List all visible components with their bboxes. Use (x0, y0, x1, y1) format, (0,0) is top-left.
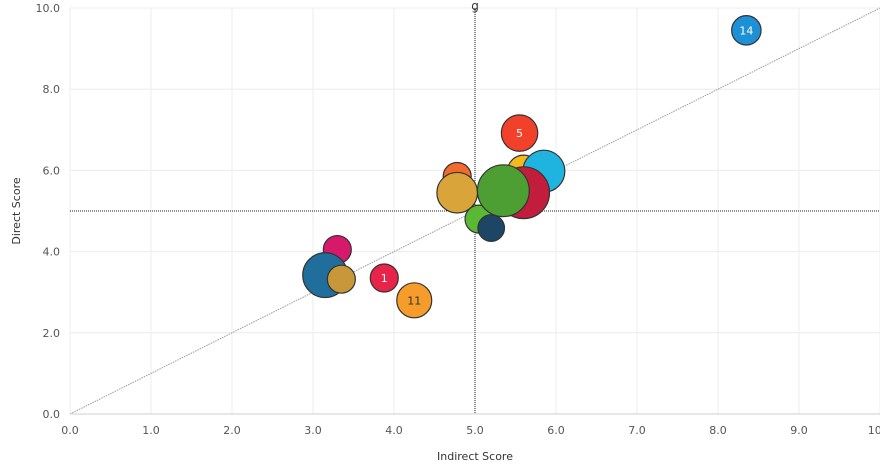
bubble-marker[interactable] (477, 165, 529, 217)
chart-title: g (471, 0, 479, 13)
y-tick-label: 4.0 (43, 246, 61, 259)
y-tick-label: 10.0 (36, 2, 61, 15)
x-tick-label: 2.0 (223, 424, 241, 437)
data-point[interactable] (478, 215, 505, 242)
x-tick-label: 7.0 (628, 424, 646, 437)
x-tick-label: 1.0 (142, 424, 160, 437)
bubble-marker[interactable] (327, 265, 355, 293)
data-point[interactable]: 1 (370, 264, 398, 292)
y-tick-label: 0.0 (43, 408, 61, 421)
x-axis-title: Indirect Score (437, 450, 513, 463)
x-tick-label: 3.0 (304, 424, 322, 437)
x-tick-label: 8.0 (709, 424, 727, 437)
x-tick-label: 9.0 (790, 424, 808, 437)
x-tick-label: 6.0 (547, 424, 565, 437)
bubble-label: 1 (381, 272, 388, 285)
y-tick-label: 8.0 (43, 83, 61, 96)
data-point[interactable]: 11 (397, 283, 432, 318)
bubble-label: 14 (739, 24, 753, 37)
x-tick-label: 5.0 (466, 424, 484, 437)
x-tick-label: 4.0 (385, 424, 403, 437)
bubble-marker[interactable] (478, 215, 505, 242)
data-point[interactable]: 14 (732, 16, 761, 45)
data-point[interactable] (327, 265, 355, 293)
x-tick-label: 10.0 (868, 424, 880, 437)
data-point[interactable] (477, 165, 529, 217)
data-point[interactable]: 5 (501, 115, 537, 151)
y-tick-label: 6.0 (43, 164, 61, 177)
y-axis-title: Direct Score (10, 177, 23, 244)
x-tick-label: 0.0 (61, 424, 79, 437)
bubble-label: 11 (407, 294, 421, 307)
y-tick-label: 2.0 (43, 327, 61, 340)
bubble-label: 5 (516, 127, 523, 140)
